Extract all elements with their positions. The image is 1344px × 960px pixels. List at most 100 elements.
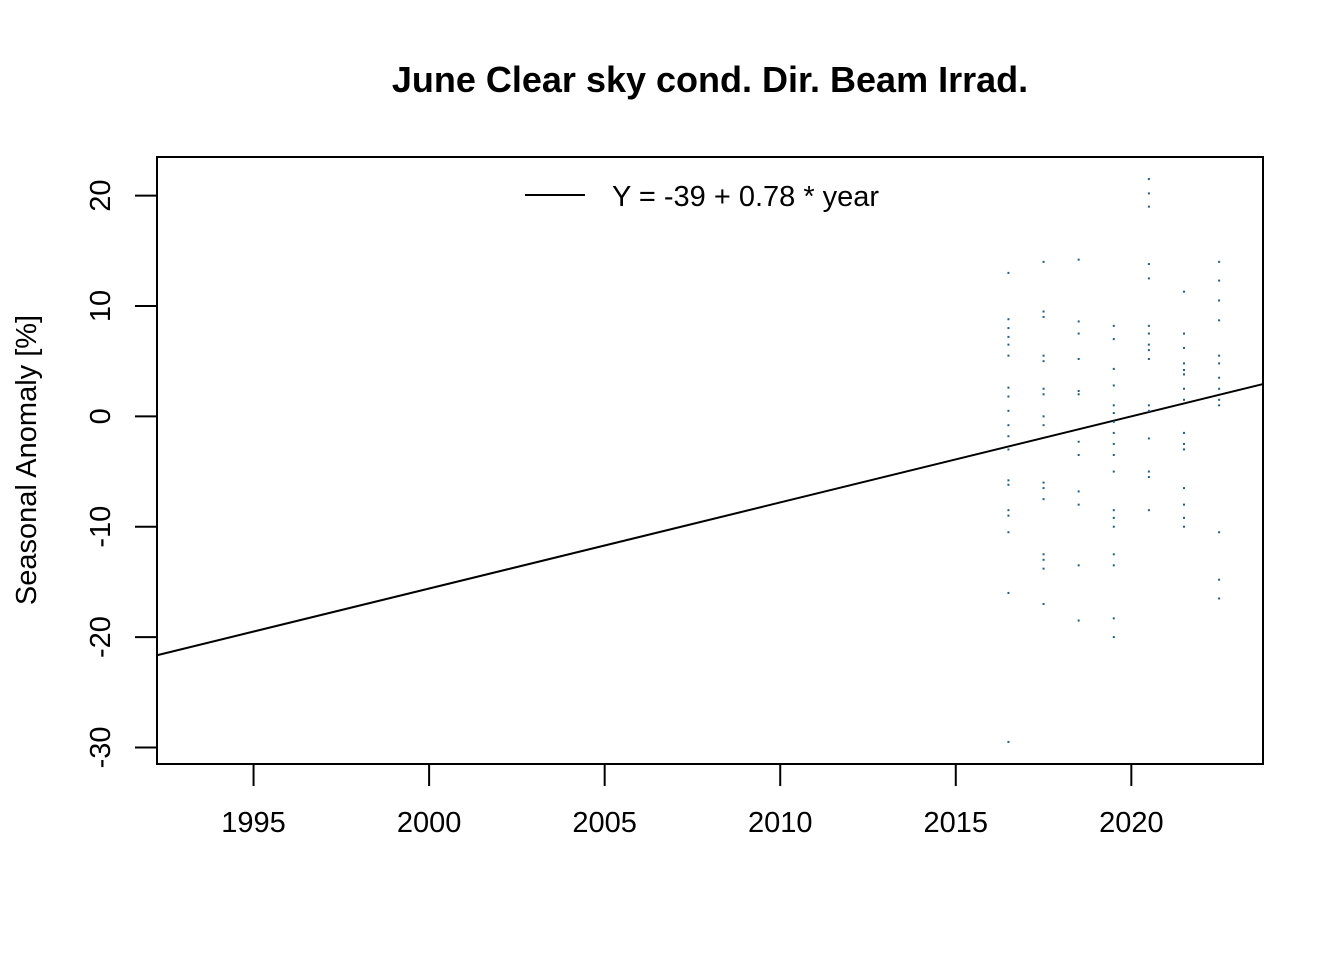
data-point: [1077, 490, 1080, 493]
data-point: [1042, 424, 1045, 427]
data-point: [1218, 597, 1221, 600]
data-point: [1007, 327, 1010, 330]
y-tick-label: 10: [85, 290, 117, 322]
data-point: [1042, 487, 1045, 490]
chart-title: June Clear sky cond. Dir. Beam Irrad.: [392, 59, 1028, 100]
data-point: [1042, 387, 1045, 390]
data-point: [1007, 335, 1010, 338]
data-point: [1147, 409, 1150, 412]
data-point: [1147, 404, 1150, 407]
data-point: [1077, 619, 1080, 622]
data-point: [1077, 440, 1080, 443]
y-tick-label: 0: [85, 408, 117, 424]
data-point: [1007, 531, 1010, 534]
data-point: [1183, 448, 1185, 451]
x-tick-label: 2005: [572, 807, 637, 839]
data-point: [1112, 412, 1115, 415]
data-point: [1183, 398, 1185, 401]
legend: Y = -39 + 0.78 * year: [525, 181, 879, 213]
y-tick-label: 20: [85, 179, 117, 211]
data-point: [1112, 470, 1115, 473]
data-point: [1183, 442, 1185, 445]
data-point: [1218, 387, 1221, 390]
plot-frame: [156, 156, 1264, 765]
data-point: [1112, 636, 1115, 639]
data-point: [1218, 354, 1221, 357]
data-point: [1147, 349, 1150, 352]
data-point: [1218, 260, 1221, 263]
x-tick-label: 2020: [1099, 807, 1164, 839]
data-point: [1007, 514, 1010, 517]
data-point: [1007, 354, 1010, 357]
data-point: [1042, 393, 1045, 396]
data-point: [1112, 509, 1115, 512]
data-point: [1007, 483, 1010, 486]
data-point: [1218, 376, 1221, 379]
data-point: [1042, 415, 1045, 418]
data-point: [1147, 192, 1150, 195]
data-point: [1218, 279, 1221, 282]
data-point: [1007, 591, 1010, 594]
data-point: [1183, 332, 1185, 335]
data-point: [1007, 435, 1010, 438]
data-point: [1042, 498, 1045, 501]
data-point: [1112, 525, 1115, 528]
data-point: [1183, 516, 1185, 519]
data-point: [1112, 564, 1115, 567]
data-point: [1183, 525, 1185, 528]
data-point: [1183, 369, 1185, 372]
data-point: [1007, 386, 1010, 389]
data-point: [1007, 448, 1010, 451]
data-point: [1147, 178, 1150, 181]
data-point: [1218, 531, 1221, 534]
data-point: [1007, 509, 1010, 512]
y-axis: 20 10 0 -10 -20 -30: [85, 179, 157, 768]
data-point: [1042, 567, 1045, 570]
data-point: [1077, 393, 1080, 396]
data-point: [1007, 271, 1010, 274]
data-point: [1183, 503, 1185, 506]
data-point: [1042, 260, 1045, 263]
data-point: [1147, 476, 1150, 479]
y-axis-label: Seasonal Anomaly [%]: [11, 315, 43, 605]
data-point: [1147, 343, 1150, 346]
data-point: [1112, 324, 1115, 327]
data-point: [1183, 290, 1185, 293]
data-point: [1007, 424, 1010, 427]
legend-entry: Y = -39 + 0.78 * year: [612, 181, 879, 213]
data-point: [1077, 332, 1080, 335]
data-point: [1183, 346, 1185, 349]
data-point: [1007, 318, 1010, 321]
data-point: [1077, 357, 1080, 360]
data-point: [1147, 324, 1150, 327]
data-point: [1077, 389, 1080, 392]
points-layer: [1007, 178, 1221, 743]
data-point: [1112, 431, 1115, 434]
data-point: [1007, 740, 1010, 743]
data-point: [1007, 409, 1010, 412]
data-point: [1112, 384, 1115, 387]
data-point: [1042, 602, 1045, 605]
data-point: [1147, 332, 1150, 335]
data-point: [1007, 395, 1010, 398]
data-point: [1183, 387, 1185, 390]
data-point: [1112, 553, 1115, 556]
data-point: [1112, 442, 1115, 445]
y-tick-label: -10: [85, 506, 117, 548]
x-tick-label: 2000: [397, 807, 462, 839]
data-point: [1077, 258, 1080, 261]
data-point: [1147, 437, 1150, 440]
x-tick-label: 2015: [924, 807, 989, 839]
data-point: [1112, 338, 1115, 341]
data-point: [1112, 404, 1115, 407]
data-point: [1147, 277, 1150, 280]
data-point: [1147, 205, 1150, 208]
x-tick-label: 1995: [221, 807, 286, 839]
data-point: [1218, 404, 1221, 407]
data-point: [1042, 553, 1045, 556]
data-point: [1147, 357, 1150, 360]
data-point: [1042, 316, 1045, 319]
data-point: [1218, 398, 1221, 401]
data-point: [1112, 617, 1115, 620]
